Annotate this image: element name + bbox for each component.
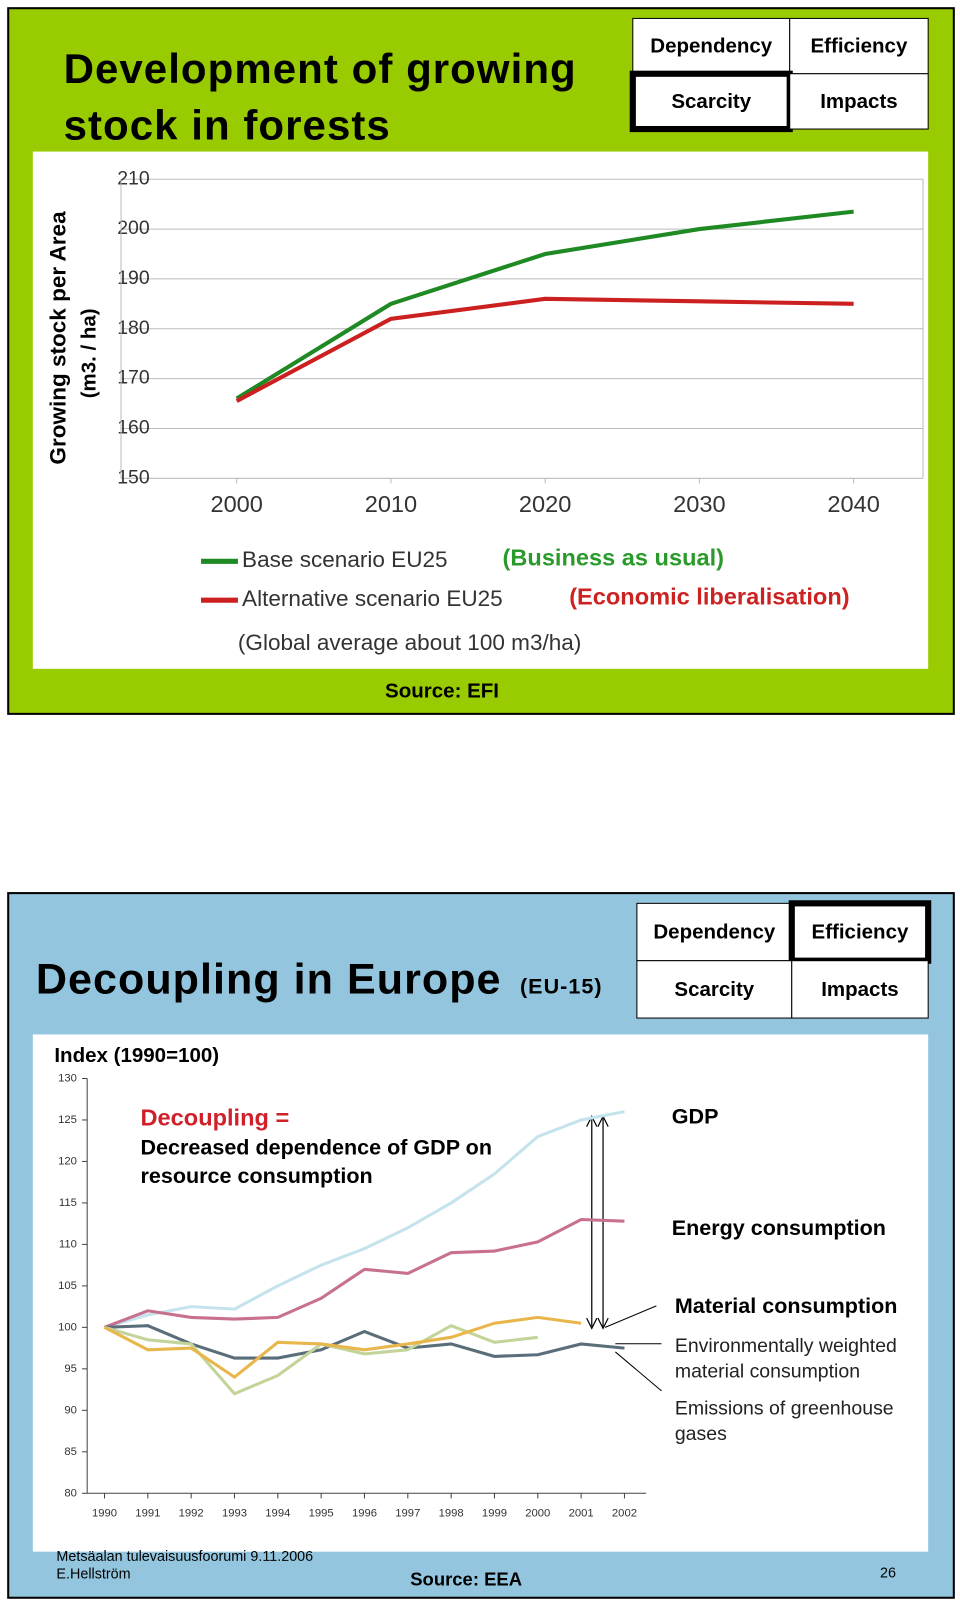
x-tick-label: 1999 — [482, 1508, 507, 1520]
nav-label[interactable]: Efficiency — [812, 920, 909, 943]
x-tick-label: 1993 — [222, 1508, 247, 1520]
x-tick-label: 1992 — [179, 1508, 204, 1520]
y-tick-label: 190 — [117, 267, 150, 289]
nav-box[interactable] — [788, 900, 932, 964]
source: Source: EEA — [410, 1569, 523, 1590]
y-tick-label: 130 — [58, 1072, 77, 1084]
y-tick-label: 125 — [58, 1114, 77, 1126]
chart-1-panel — [32, 151, 929, 669]
footer: E.Hellström — [56, 1564, 131, 1582]
series-label: Energy consumption — [671, 1216, 886, 1241]
nav-box[interactable] — [636, 902, 793, 962]
y-tick-label: 170 — [117, 367, 150, 389]
nav-box[interactable] — [789, 17, 929, 75]
series-label: GDP — [671, 1105, 719, 1129]
y-tick-label: 110 — [59, 1238, 77, 1250]
annotation: Decreased dependence of GDP on resource … — [140, 1135, 492, 1189]
data-line — [235, 296, 854, 403]
nav-label[interactable]: Scarcity — [674, 978, 754, 1001]
annotation-title: Decoupling = — [140, 1104, 290, 1131]
y-axis-label: Index (1990=100) — [54, 1044, 220, 1068]
pointer-line — [604, 1305, 657, 1328]
nav-label[interactable]: Impacts — [821, 978, 898, 1001]
x-tick-label: 2002 — [612, 1508, 637, 1520]
y-tick-label: 120 — [58, 1155, 77, 1167]
x-tick-label: 2030 — [673, 491, 725, 517]
nav-label[interactable]: Impacts — [820, 90, 897, 113]
y-tick-label: 100 — [58, 1321, 77, 1333]
series-label: Emissions of greenhouse gases — [674, 1398, 894, 1446]
nav-label[interactable]: Efficiency — [811, 35, 908, 58]
data-line — [104, 1110, 625, 1329]
y-axis-label: Growing stock per Area — [45, 211, 70, 465]
x-tick-label: 2000 — [210, 491, 262, 517]
nav-box[interactable] — [636, 960, 793, 1019]
data-line — [235, 209, 854, 401]
annotation: (Business as usual) — [503, 544, 724, 570]
y-tick-label: 95 — [64, 1363, 77, 1375]
nav-label[interactable]: Dependency — [650, 35, 772, 58]
x-tick-label: 1991 — [135, 1508, 160, 1520]
nav-label[interactable]: Dependency — [653, 920, 775, 943]
x-tick-label: 1994 — [265, 1508, 290, 1520]
x-tick-label: 1998 — [439, 1508, 464, 1520]
y-tick-label: 180 — [117, 317, 150, 339]
y-tick-label: 105 — [58, 1280, 77, 1292]
x-tick-label: 2020 — [519, 491, 571, 517]
series-label: Material consumption — [674, 1294, 898, 1319]
legend-label: Base scenario EU25 — [242, 547, 448, 572]
x-tick-label: 2001 — [569, 1508, 594, 1520]
y-tick-label: 210 — [117, 167, 150, 189]
slide-2-title: Decoupling in Europe — [35, 954, 502, 1003]
data-line — [103, 1315, 582, 1380]
data-line — [103, 1217, 625, 1329]
x-tick-label: 1990 — [92, 1508, 117, 1520]
page-number: 26 — [879, 1563, 896, 1581]
y-tick-label: 150 — [117, 466, 150, 488]
pointer-line — [615, 1351, 662, 1392]
nav-label[interactable]: Scarcity — [671, 90, 751, 113]
x-tick-label: 1997 — [395, 1508, 420, 1520]
x-tick-label: 2040 — [827, 491, 879, 517]
y-tick-label: 85 — [64, 1446, 77, 1458]
y-tick-label: 200 — [117, 217, 150, 239]
slide-1-title: Development of growing stock in forests — [63, 45, 577, 149]
x-tick-label: 2000 — [525, 1508, 550, 1520]
footer: Metsäalan tulevaisuusfoorumi 9.11.2006 — [56, 1547, 314, 1561]
y-tick-label: 80 — [64, 1487, 77, 1499]
annotation: (Economic liberalisation) — [569, 583, 849, 609]
y-axis-label: (m3. / ha) — [78, 308, 101, 398]
y-tick-label: 160 — [117, 417, 150, 439]
nav-box[interactable] — [789, 73, 929, 130]
chart-2-panel — [32, 1034, 929, 1552]
y-tick-label: 115 — [59, 1197, 77, 1209]
nav-box[interactable] — [791, 960, 929, 1019]
series-label: Environmentally weighted material consum… — [674, 1335, 897, 1383]
x-tick-label: 1996 — [352, 1508, 377, 1520]
x-tick-label: 1995 — [309, 1508, 334, 1520]
slide-2-subtitle: (EU-15) — [519, 975, 603, 999]
y-tick-label: 90 — [64, 1404, 77, 1416]
legend-label: Alternative scenario EU25 — [242, 586, 503, 611]
x-tick-label: 2010 — [365, 491, 417, 517]
source: Source: EFI — [385, 680, 500, 703]
note: (Global average about 100 m3/ha) — [238, 630, 581, 655]
